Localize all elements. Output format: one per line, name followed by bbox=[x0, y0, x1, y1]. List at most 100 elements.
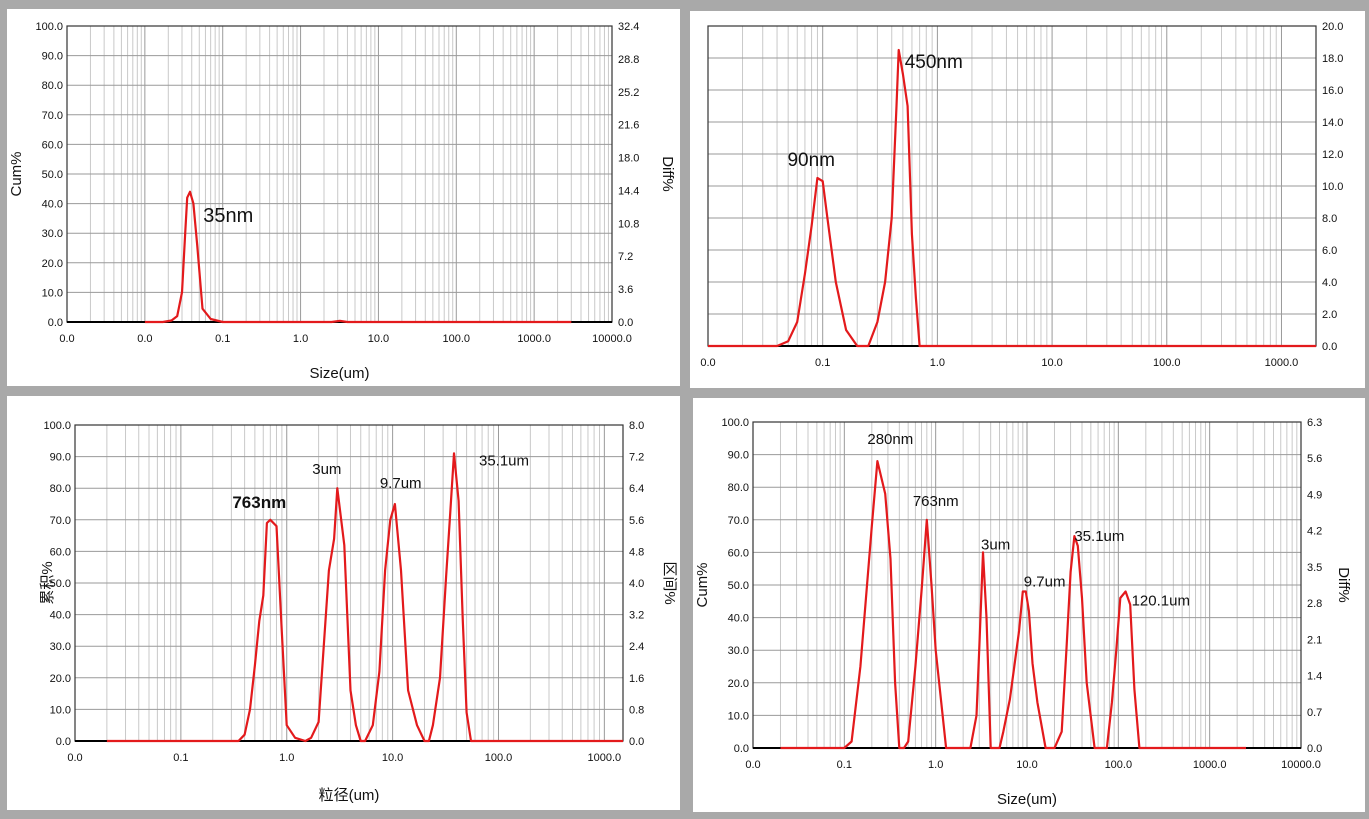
y2-tick-label: 5.6 bbox=[1307, 453, 1322, 465]
y2-tick-label: 7.2 bbox=[618, 251, 633, 263]
series-line bbox=[144, 190, 572, 324]
y-axis-label: Cum% bbox=[694, 562, 711, 607]
y-tick-label: 40.0 bbox=[42, 199, 63, 211]
series-line bbox=[780, 459, 1246, 750]
y-tick-label: 0.0 bbox=[734, 743, 749, 755]
y2-tick-label: 6.3 bbox=[1307, 417, 1322, 429]
y2-tick-label: 32.4 bbox=[618, 21, 639, 33]
x-tick-label: 10000.0 bbox=[592, 333, 632, 345]
y2-tick-label: 21.6 bbox=[618, 120, 639, 132]
peak-annotation: 9.7um bbox=[380, 475, 422, 492]
y2-tick-label: 4.0 bbox=[629, 578, 644, 590]
y2-tick-label: 4.9 bbox=[1307, 489, 1322, 501]
y2-tick-label: 25.2 bbox=[618, 87, 639, 99]
x-tick-label: 100.0 bbox=[485, 752, 513, 764]
y-tick-label: 70.0 bbox=[50, 515, 71, 527]
x-tick-label: 1.0 bbox=[928, 759, 943, 771]
peak-annotation: 35.1um bbox=[1074, 528, 1124, 545]
chart-panel-3: 0.0 10.0 20.0 30.0 40.0 50.0 60.0 70.0 80.0 90.0 1… bbox=[7, 396, 680, 810]
y2-tick-label: 2.8 bbox=[1307, 598, 1322, 610]
y-tick-label: 40.0 bbox=[50, 610, 71, 622]
y2-tick-label: 1.6 bbox=[629, 673, 644, 685]
y-tick-label: 10.0 bbox=[728, 710, 749, 722]
x-tick-label: 10.0 bbox=[1041, 357, 1062, 369]
series-line bbox=[106, 452, 623, 743]
y2-tick-label: 16.0 bbox=[1322, 85, 1343, 97]
y2-tick-label: 4.8 bbox=[629, 546, 644, 558]
y-tick-label: 50.0 bbox=[42, 169, 63, 181]
x-tick-label: 0.1 bbox=[173, 752, 188, 764]
x-tick-label: 1.0 bbox=[293, 333, 308, 345]
peak-annotation: 35.1um bbox=[479, 452, 529, 469]
y2-tick-label: 7.2 bbox=[629, 452, 644, 464]
y-tick-label: 30.0 bbox=[42, 228, 63, 240]
y2-tick-label: 4.2 bbox=[1307, 526, 1322, 538]
x-tick-label: 1000.0 bbox=[588, 752, 622, 764]
x-tick-label: 0.0 bbox=[59, 333, 74, 345]
chart-4: 0.0 10.0 20.0 30.0 40.0 50.0 60.0 70.0 80.0 90.0 1… bbox=[694, 417, 1352, 808]
y2-tick-label: 6.0 bbox=[1322, 245, 1337, 257]
x-tick-label: 0.0 bbox=[67, 752, 82, 764]
y2-axis-label: Diff% bbox=[1335, 567, 1352, 603]
x-tick-label: 1000.0 bbox=[1193, 759, 1227, 771]
x-tick-label: 1000.0 bbox=[1265, 357, 1299, 369]
peak-annotation: 3um bbox=[981, 536, 1010, 553]
y2-tick-label: 28.8 bbox=[618, 54, 639, 66]
y-tick-label: 40.0 bbox=[728, 613, 749, 625]
y2-tick-label: 0.0 bbox=[1322, 341, 1337, 353]
chart-1: 0.0 10.0 20.0 30.0 40.0 50.0 60.0 70.0 80.0 90.0 1… bbox=[8, 21, 676, 382]
y-tick-label: 60.0 bbox=[42, 139, 63, 151]
chart-panel-2: 0.0 2.0 4.0 6.0 8.0 10.0 12.0 14.0 16.0 18.0 20.0 0… bbox=[690, 11, 1365, 388]
y-tick-label: 10.0 bbox=[50, 704, 71, 716]
y-tick-label: 30.0 bbox=[728, 645, 749, 657]
x-tick-label: 1.0 bbox=[930, 357, 945, 369]
y2-tick-label: 14.0 bbox=[1322, 117, 1343, 129]
y-tick-label: 20.0 bbox=[50, 673, 71, 685]
y2-tick-label: 3.2 bbox=[629, 610, 644, 622]
peak-annotation: 280nm bbox=[867, 431, 913, 448]
series-line bbox=[708, 48, 1316, 348]
y2-axis-label: Diff% bbox=[659, 156, 676, 192]
y2-tick-label: 10.0 bbox=[1322, 181, 1343, 193]
y2-tick-label: 0.7 bbox=[1307, 707, 1322, 719]
y-tick-label: 70.0 bbox=[728, 515, 749, 527]
y2-tick-label: 8.0 bbox=[629, 420, 644, 432]
y2-tick-label: 0.0 bbox=[618, 317, 633, 329]
peak-annotation: 763nm bbox=[913, 493, 959, 510]
x-axis-label: Size(um) bbox=[997, 791, 1057, 808]
y-tick-label: 10.0 bbox=[42, 287, 63, 299]
y2-tick-label: 12.0 bbox=[1322, 149, 1343, 161]
y-axis-label: 累积% bbox=[39, 561, 56, 604]
y2-axis-label: 区间% bbox=[661, 561, 678, 604]
x-tick-label: 0.1 bbox=[215, 333, 230, 345]
y2-tick-label: 20.0 bbox=[1322, 21, 1343, 33]
y-tick-label: 30.0 bbox=[50, 641, 71, 653]
y-tick-label: 100.0 bbox=[35, 21, 63, 33]
y-tick-label: 80.0 bbox=[50, 483, 71, 495]
x-tick-label: 100.0 bbox=[1153, 357, 1181, 369]
peak-annotation: 763nm bbox=[232, 493, 286, 512]
y2-tick-label: 18.0 bbox=[1322, 53, 1343, 65]
x-tick-label: 1000.0 bbox=[517, 333, 551, 345]
chart-3: 0.0 10.0 20.0 30.0 40.0 50.0 60.0 70.0 80.0 90.0 1… bbox=[39, 420, 678, 804]
x-tick-label: 0.0 bbox=[137, 333, 152, 345]
x-tick-label: 0.1 bbox=[815, 357, 830, 369]
x-tick-label: 0.0 bbox=[700, 357, 715, 369]
peak-annotation: 90nm bbox=[787, 150, 835, 171]
chart-panel-4: 0.0 10.0 20.0 30.0 40.0 50.0 60.0 70.0 80.0 90.0 1… bbox=[693, 398, 1365, 812]
x-tick-label: 10.0 bbox=[382, 752, 403, 764]
y-tick-label: 90.0 bbox=[42, 51, 63, 63]
x-tick-label: 100.0 bbox=[1105, 759, 1133, 771]
y-tick-label: 100.0 bbox=[721, 417, 749, 429]
peak-annotation: 9.7um bbox=[1024, 574, 1066, 591]
x-axis-label: Size(um) bbox=[309, 365, 369, 382]
y2-tick-label: 3.5 bbox=[1307, 562, 1322, 574]
peak-annotation: 35nm bbox=[203, 205, 253, 227]
y-tick-label: 60.0 bbox=[50, 546, 71, 558]
x-tick-label: 10.0 bbox=[1016, 759, 1037, 771]
y2-tick-label: 8.0 bbox=[1322, 213, 1337, 225]
y-tick-label: 0.0 bbox=[56, 736, 71, 748]
x-axis-label: 粒径(um) bbox=[319, 787, 380, 804]
x-tick-label: 100.0 bbox=[443, 333, 471, 345]
peak-annotation: 3um bbox=[312, 461, 341, 478]
